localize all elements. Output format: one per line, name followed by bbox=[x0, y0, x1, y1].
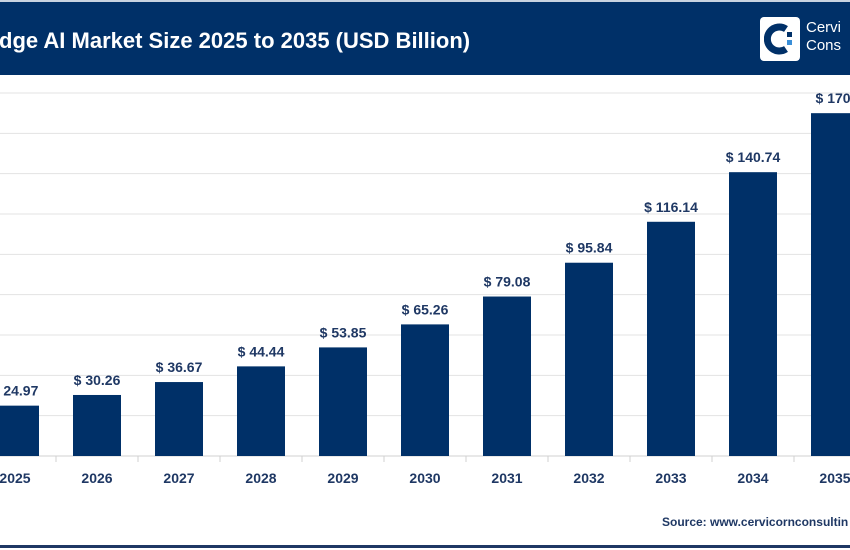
cervicorn-logo-icon bbox=[760, 17, 800, 61]
data-label-2027: $ 36.67 bbox=[156, 359, 203, 375]
x-tick-label-2034: 2034 bbox=[737, 470, 768, 486]
bar-chart: $ 24.97 2025 $ 30.26 2026 $ 36.67 2027 $ 44.44… bbox=[0, 90, 850, 486]
bar-2034 bbox=[729, 172, 777, 457]
x-tick-label-2026: 2026 bbox=[81, 470, 112, 486]
bottom-divider bbox=[0, 545, 850, 548]
bar-2027 bbox=[155, 382, 203, 456]
bar-2030 bbox=[401, 324, 449, 456]
x-tick-label-2030: 2030 bbox=[409, 470, 440, 486]
data-label-2031: $ 79.08 bbox=[484, 274, 531, 290]
data-label-2025: $ 24.97 bbox=[0, 383, 39, 399]
data-label-2026: $ 30.26 bbox=[74, 372, 121, 388]
x-tick-label-2032: 2032 bbox=[573, 470, 604, 486]
bar-2029 bbox=[319, 347, 367, 456]
chart-title: dge AI Market Size 2025 to 2035 (USD Bil… bbox=[0, 28, 471, 53]
chart-header: dge AI Market Size 2025 to 2035 (USD Bil… bbox=[0, 0, 850, 75]
data-label-2034: $ 140.74 bbox=[726, 149, 781, 165]
data-label-2035: $ 170. bbox=[816, 90, 850, 106]
data-label-2030: $ 65.26 bbox=[402, 301, 449, 317]
data-label-2028: $ 44.44 bbox=[238, 343, 285, 359]
x-tick-label-2031: 2031 bbox=[491, 470, 522, 486]
bar-2026 bbox=[73, 394, 121, 456]
x-tick-label-2033: 2033 bbox=[655, 470, 686, 486]
bar-2035 bbox=[811, 113, 850, 456]
data-label-2033: $ 116.14 bbox=[644, 199, 698, 215]
data-label-2032: $ 95.84 bbox=[566, 240, 613, 256]
logo-text-line2: Cons bbox=[806, 37, 842, 54]
x-tick-label-2025: 2025 bbox=[0, 470, 31, 486]
x-tick-label-2027: 2027 bbox=[163, 470, 194, 486]
bar-2031 bbox=[483, 296, 531, 456]
bar-2033 bbox=[647, 221, 695, 456]
x-tick-label-2028: 2028 bbox=[245, 470, 276, 486]
bar-2025 bbox=[0, 405, 39, 456]
bar-2028 bbox=[237, 366, 285, 456]
bar-2032 bbox=[565, 262, 613, 456]
x-tick-label-2029: 2029 bbox=[327, 470, 358, 486]
logo-text-line1: Cervi bbox=[806, 19, 842, 36]
x-tick-label-2035: 2035 bbox=[819, 470, 850, 486]
data-label-2029: $ 53.85 bbox=[320, 324, 367, 340]
source-note: Source: www.cervicornconsultin bbox=[662, 515, 849, 529]
